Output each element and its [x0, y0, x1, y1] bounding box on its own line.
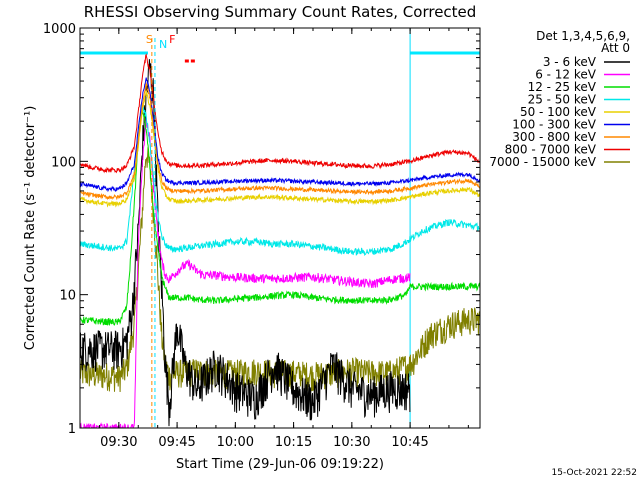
series-layer [80, 53, 480, 428]
series-line-4 [80, 90, 480, 208]
legend-header-line-2: Att 0 [601, 41, 630, 55]
legend-label-4: 50 - 100 keV [520, 105, 597, 119]
series-line-1 [80, 117, 411, 428]
series-line-6 [80, 81, 480, 201]
marker-label-N: N [159, 38, 167, 51]
y-tick-label-3: 1000 [43, 22, 76, 37]
x-tick-label-4: 10:30 [333, 435, 370, 450]
legend-label-6: 300 - 800 keV [512, 130, 596, 144]
y-tick-label-0: 1 [68, 422, 76, 437]
axis-ticks: 09:30 09:45 10:00 10:15 10:30 10:45 1 10 100 1000 [43, 22, 480, 450]
series-line-5 [80, 77, 480, 193]
y-tick-label-2: 100 [51, 155, 76, 170]
x-tick-label-2: 10:00 [217, 435, 254, 450]
legend-label-0: 3 - 6 keV [543, 55, 597, 69]
chart-title: RHESSI Observing Summary Count Rates, Co… [84, 3, 477, 21]
legend-label-1: 6 - 12 keV [535, 68, 597, 82]
y-tick-label-1: 10 [59, 289, 76, 304]
legend-label-3: 25 - 50 keV [528, 93, 597, 107]
plot-frame [79, 27, 481, 429]
x-tick-label-5: 10:45 [391, 435, 428, 450]
x-tick-label-0: 09:30 [100, 435, 137, 450]
legend-label-2: 12 - 25 keV [528, 80, 597, 94]
legend-label-7: 800 - 7000 keV [505, 143, 597, 157]
series-line-2 [80, 106, 480, 326]
x-axis-label: Start Time (29-Jun-06 09:19:22) [176, 457, 384, 472]
series-line-7 [80, 53, 480, 174]
legend-header-line-1: Det 1,3,4,5,6,9, [536, 29, 630, 43]
x-tick-label-1: 09:45 [158, 435, 195, 450]
series-line-3 [80, 104, 480, 256]
footer-timestamp: 15-Oct-2021 22:52 [552, 468, 637, 478]
legend-label-8: 7000 - 15000 keV [489, 155, 596, 169]
marker-label-S: S [146, 33, 153, 46]
x-tick-label-3: 10:15 [275, 435, 312, 450]
y-axis-label: Corrected Count Rate (s⁻¹ detector⁻¹) [23, 106, 38, 351]
marker-label-F: F [169, 33, 175, 46]
series-line-0 [80, 59, 411, 427]
legend-label-5: 100 - 300 keV [512, 118, 596, 132]
